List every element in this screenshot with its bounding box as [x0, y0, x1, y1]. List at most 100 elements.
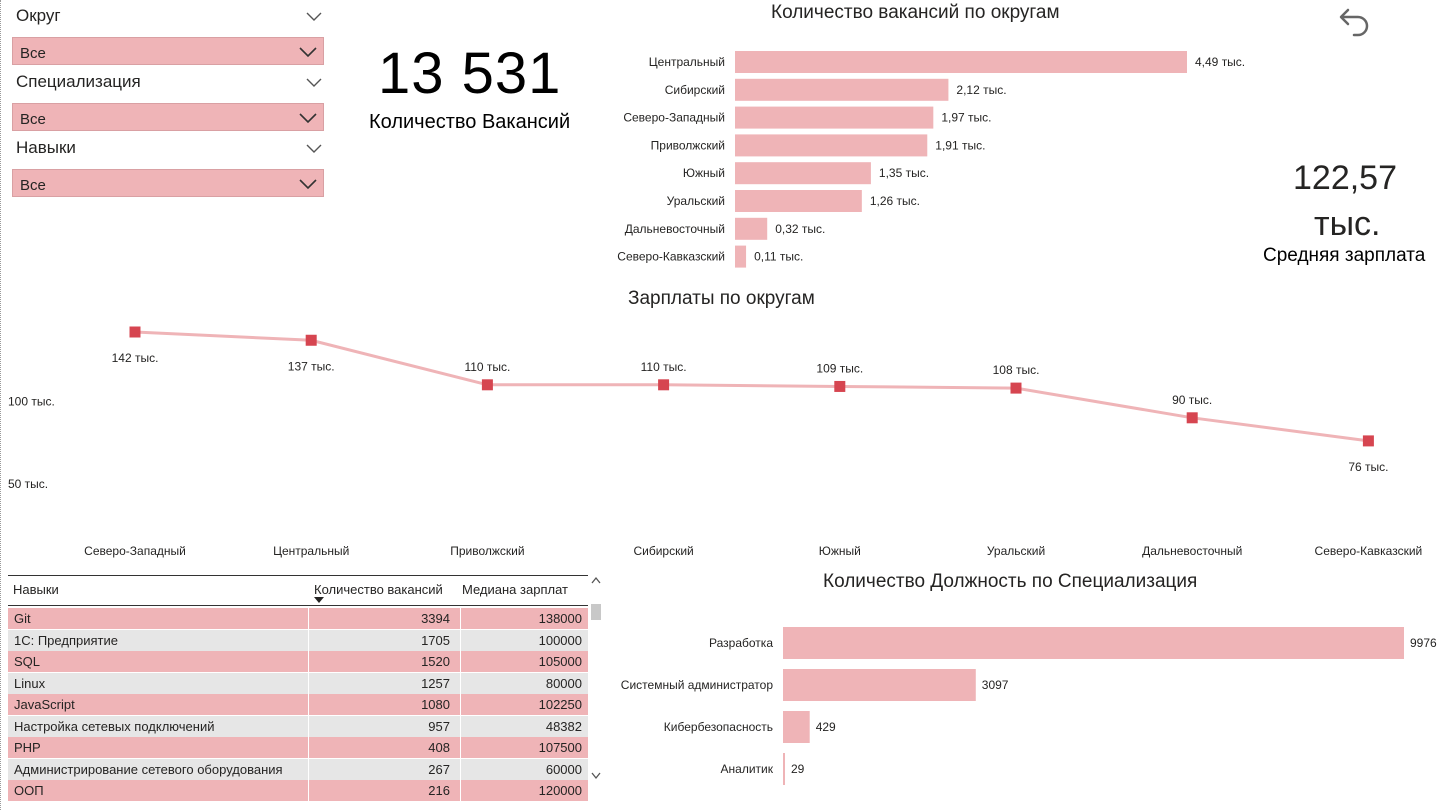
bar[interactable] — [783, 669, 976, 701]
col-header-median[interactable]: Медиана зарплат — [462, 582, 568, 597]
point[interactable] — [481, 379, 493, 391]
bar[interactable] — [735, 51, 1187, 73]
category-label: Центральный — [649, 55, 725, 69]
district-vacancies-title: Количество вакансий по округам — [771, 2, 1060, 23]
bar[interactable] — [735, 106, 934, 129]
data-label: 108 тыс. — [993, 363, 1040, 377]
cell-divider — [308, 651, 309, 672]
table-row[interactable]: PHP 408 107500 — [8, 737, 588, 758]
data-label: 110 тыс. — [464, 360, 510, 374]
bar[interactable] — [735, 245, 747, 268]
sort-desc-icon — [314, 597, 324, 603]
filter-title-2: Навыки — [16, 138, 76, 157]
cell-vacancies: 1705 — [421, 632, 450, 648]
undo-arrow-icon[interactable] — [1338, 4, 1372, 38]
point[interactable] — [1186, 412, 1198, 424]
point[interactable] — [1362, 435, 1374, 447]
bar[interactable] — [783, 627, 1404, 659]
data-label: 4,49 тыс. — [1195, 55, 1245, 69]
skills-table: Навыки Количество вакансий Медиана зарпл… — [8, 575, 602, 803]
cell-skill: ООП — [14, 783, 44, 798]
page-left-border — [0, 0, 1, 810]
category-label: Приволжский — [651, 138, 725, 152]
category-label: Уральский — [667, 194, 725, 208]
cell-divider — [308, 629, 309, 651]
bar[interactable] — [735, 134, 928, 157]
filter-dropdown-0[interactable]: Все — [12, 37, 324, 65]
point[interactable] — [658, 379, 670, 391]
bar[interactable] — [735, 190, 862, 212]
filter-value: Все — [20, 111, 46, 128]
filter-title-0: Округ — [16, 6, 61, 25]
table-row[interactable]: JavaScript 1080 102250 — [8, 694, 588, 715]
col-header-skill[interactable]: Навыки — [13, 582, 59, 597]
data-label: 0,32 тыс. — [775, 222, 825, 236]
cell-vacancies: 3394 — [421, 611, 450, 626]
kpi-vacancies-label: Количество Вакансий — [369, 111, 571, 133]
chevron-down-icon[interactable] — [306, 142, 322, 154]
data-label: 2,12 тыс. — [956, 83, 1006, 97]
col-header-vacancies[interactable]: Количество вакансий — [314, 582, 443, 597]
category-label: Сибирский — [665, 83, 725, 97]
cell-vacancies: 1520 — [421, 654, 450, 669]
filter-title-1: Специализация — [16, 72, 141, 91]
point[interactable] — [1010, 382, 1022, 394]
table-row[interactable]: Linux 1257 80000 — [8, 672, 588, 694]
cell-vacancies: 1080 — [421, 697, 450, 712]
chevron-down-icon[interactable] — [306, 76, 322, 88]
table-row[interactable]: Настройка сетевых подключений 957 48382 — [8, 715, 588, 737]
cell-skill: SQL — [14, 654, 41, 669]
cell-median: 48382 — [545, 718, 582, 734]
kpi-salary-value: 122,57 — [1293, 159, 1397, 197]
cell-divider — [460, 715, 461, 737]
bar[interactable] — [735, 162, 871, 185]
cell-divider — [308, 608, 309, 629]
specialization-title: Количество Должность по Специализация — [823, 571, 1198, 592]
table-row[interactable]: SQL 1520 105000 — [8, 651, 588, 672]
point[interactable] — [305, 334, 317, 346]
data-label: 29 — [791, 762, 805, 776]
data-label: 429 — [816, 720, 836, 734]
cell-divider — [308, 780, 309, 801]
data-label: 109 тыс. — [816, 361, 863, 375]
x-tick-label: Сибирский — [633, 544, 693, 558]
scroll-up-icon[interactable] — [591, 576, 601, 584]
x-tick-label: Северо-Кавказский — [1315, 544, 1423, 558]
scroll-down-icon[interactable] — [591, 772, 601, 780]
point[interactable] — [834, 380, 846, 392]
cell-skill: Git — [14, 611, 31, 626]
filter-dropdown-1[interactable]: Все — [12, 103, 324, 131]
cell-median: 100000 — [538, 632, 582, 648]
table-row[interactable]: Администрирование сетевого оборудования 2… — [8, 758, 588, 780]
kpi-salary-label: Средняя зарплата — [1263, 245, 1426, 266]
scroll-thumb[interactable] — [591, 604, 601, 620]
cell-divider — [308, 737, 309, 758]
cell-divider — [308, 672, 309, 694]
table-row[interactable]: Git 3394 138000 — [8, 608, 588, 629]
bar[interactable] — [783, 711, 810, 743]
x-tick-label: Дальневосточный — [1142, 544, 1242, 558]
category-label: Кибербезопасность — [664, 720, 773, 734]
cell-divider — [460, 672, 461, 694]
filter-dropdown-2[interactable]: Все — [12, 169, 324, 197]
chevron-down-icon[interactable] — [306, 10, 322, 22]
table-scrollbar[interactable] — [590, 575, 602, 803]
cell-divider — [308, 694, 309, 715]
category-label: Северо-Западный — [623, 111, 725, 125]
point[interactable] — [129, 326, 141, 338]
district-vacancies-chart: Центральный 4,49 тыс. Сибирский 2,12 тыс. Се… — [617, 51, 1245, 268]
cell-skill: Настройка сетевых подключений — [14, 718, 215, 734]
cell-skill: JavaScript — [14, 697, 75, 712]
bar[interactable] — [735, 217, 768, 240]
bar[interactable] — [735, 78, 949, 101]
cell-median: 102250 — [538, 697, 582, 712]
chevron-down-icon — [299, 179, 317, 190]
district-salary-chart: 100 тыс. 50 тыс. 142 тыс. Северо-Западный 13… — [8, 326, 1423, 558]
category-label: Разработка — [709, 636, 773, 650]
bar[interactable] — [783, 753, 785, 785]
data-label: 142 тыс. — [112, 351, 159, 365]
kpi-vacancies-value: 13 531 — [378, 41, 562, 106]
table-row[interactable]: 1С: Предприятие 1705 100000 — [8, 629, 588, 651]
cell-divider — [460, 651, 461, 672]
table-row[interactable]: ООП 216 120000 — [8, 780, 588, 801]
